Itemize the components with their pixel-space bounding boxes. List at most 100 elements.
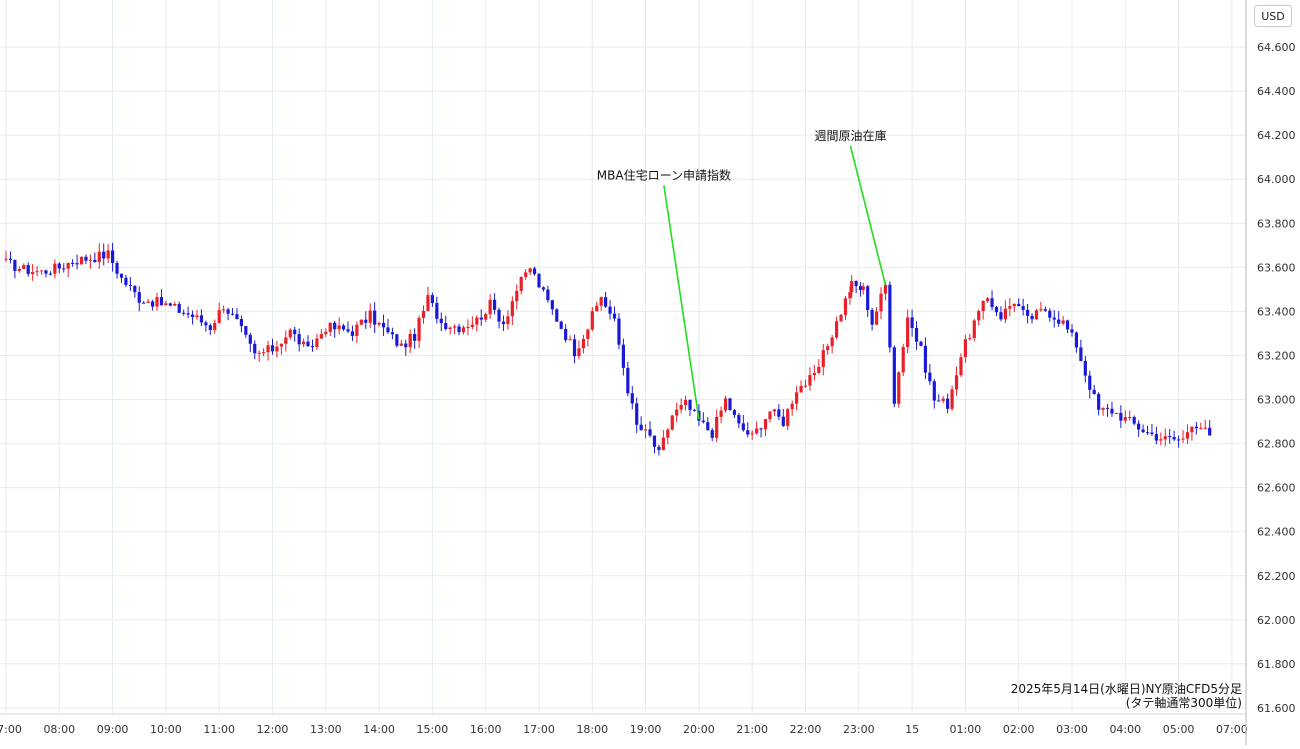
candle-body [119, 273, 124, 278]
candle-body [759, 428, 763, 430]
candle-body [830, 337, 834, 347]
candle-body [1097, 393, 1101, 410]
candle-body [124, 277, 128, 285]
x-tick-label: 02:00 [1003, 723, 1035, 736]
candle-body [866, 286, 870, 310]
candle-body [1123, 417, 1127, 421]
candle-body [359, 319, 363, 325]
candle-body [559, 321, 563, 329]
candle-body [293, 329, 297, 335]
annotation-line [849, 145, 887, 286]
candle-body [204, 322, 208, 326]
candle-body [1008, 306, 1012, 309]
candle-body [635, 403, 639, 425]
candle-body [644, 429, 648, 431]
candle-body [177, 303, 181, 313]
candle-body [44, 270, 48, 274]
candle-body [39, 270, 44, 272]
candle-body [550, 300, 554, 310]
candle-body [1079, 347, 1083, 361]
candle-body [448, 327, 452, 330]
candle-body [22, 265, 26, 270]
candle-body [901, 347, 905, 373]
candle-body [972, 320, 976, 339]
y-tick-label: 62.800 [1257, 438, 1296, 451]
candle-body [66, 262, 70, 269]
candle-body [795, 392, 799, 404]
candle-body [870, 309, 874, 325]
candle-body [675, 409, 679, 416]
candle-body [253, 343, 257, 354]
x-tick-label: 03:00 [1056, 723, 1088, 736]
candle-body [786, 409, 790, 426]
candle-body [879, 293, 883, 312]
candle-body [1034, 310, 1039, 320]
candle-body [1030, 315, 1034, 320]
y-tick-label: 64.000 [1257, 173, 1296, 186]
candle-body [586, 329, 590, 339]
candle-body [652, 435, 657, 447]
candle-body [324, 331, 328, 335]
candle-body [319, 334, 323, 339]
candle-body [1039, 309, 1043, 311]
candle-body [572, 339, 577, 357]
candle-body [1021, 306, 1025, 310]
y-tick-label: 63.600 [1257, 261, 1296, 274]
candle-body [763, 419, 768, 430]
candle-body [235, 314, 239, 320]
candle-body [155, 297, 159, 307]
candle-body [115, 263, 119, 274]
candle-body [590, 311, 594, 330]
candle-body [608, 306, 612, 314]
candle-body [71, 262, 75, 264]
caption-line-2: (タテ軸通常300単位) [1125, 696, 1242, 710]
candle-body [213, 322, 217, 330]
candle-body [57, 263, 61, 269]
candle-body [31, 272, 35, 275]
candle-body [226, 309, 230, 314]
candle-body [937, 400, 941, 402]
candle-body [275, 346, 279, 352]
candle-body [1012, 303, 1016, 307]
candle-body [222, 309, 226, 311]
candle-body [679, 404, 683, 410]
candle-body [164, 303, 168, 306]
candle-body [346, 329, 350, 332]
candle-body [17, 269, 21, 271]
candle-body [413, 333, 417, 341]
candle-body [528, 268, 532, 273]
candle-body [546, 289, 550, 301]
x-tick-label: 07:00 [1216, 723, 1248, 736]
candle-body [821, 350, 825, 367]
candle-body [746, 430, 750, 435]
annotation-line [663, 185, 700, 420]
candle-body [1159, 439, 1163, 441]
candle-body [510, 301, 514, 317]
candle-body [439, 318, 443, 324]
candle-body [994, 307, 999, 313]
candle-body [270, 345, 275, 352]
candle-body [1074, 332, 1079, 348]
currency-button[interactable]: USD [1254, 5, 1292, 27]
x-tick-label: 12:00 [257, 723, 289, 736]
candle-body [595, 305, 599, 312]
annotation-label: 週間原油在庫 [814, 129, 886, 143]
x-tick-label: 11:00 [203, 723, 235, 736]
candle-body [284, 337, 288, 344]
candle-body [150, 301, 155, 307]
candle-body [701, 420, 705, 423]
candle-body [310, 346, 315, 348]
candle-body [843, 298, 848, 315]
candle-body [1065, 320, 1070, 330]
candle-body [950, 389, 954, 409]
candle-body [850, 281, 854, 293]
candle-body [1003, 308, 1007, 320]
candle-body [84, 256, 88, 261]
candle-body [861, 286, 865, 291]
candle-body [364, 319, 368, 323]
x-tick-label: 20:00 [683, 723, 715, 736]
candle-body [239, 319, 244, 327]
y-tick-label: 61.800 [1257, 658, 1296, 671]
candle-body [4, 258, 8, 260]
candle-body [981, 300, 985, 312]
